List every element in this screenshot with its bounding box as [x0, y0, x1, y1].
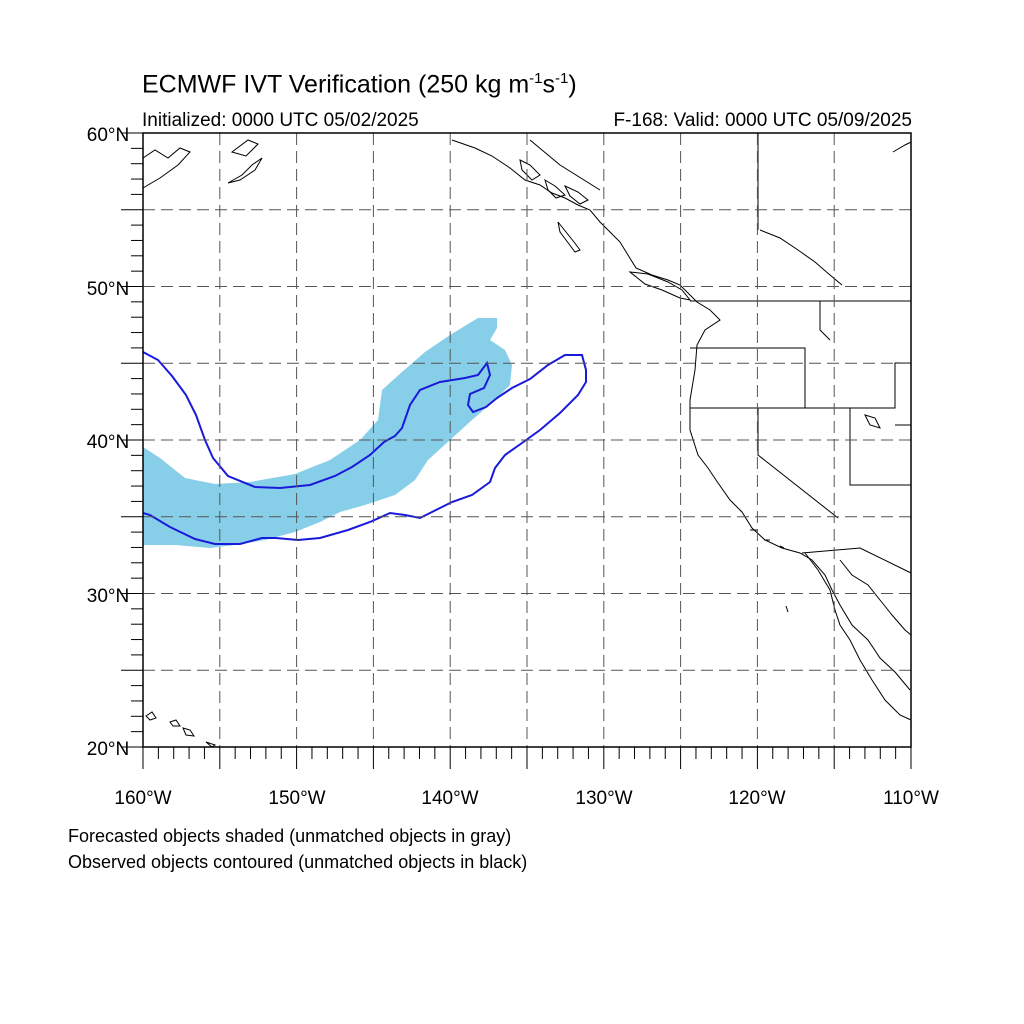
- latitude-labels: 60°N 50°N 40°N 30°N 20°N: [87, 125, 129, 760]
- lat-label-60: 60°N: [87, 125, 129, 146]
- lat-label-50: 50°N: [87, 279, 129, 300]
- initialized-label: Initialized: 0000 UTC 05/02/2025: [142, 110, 419, 131]
- forecast-object-shading: [143, 318, 512, 548]
- axis-ticks: [121, 132, 912, 769]
- title-text: ECMWF IVT Verification (250 kg m: [142, 70, 530, 99]
- observed-contour-upper: [143, 351, 587, 545]
- lon-label-140w: 140°W: [421, 788, 478, 809]
- title-sup-2: -1: [555, 70, 569, 87]
- lat-lon-grid: [143, 133, 911, 747]
- title-sup-1: -1: [529, 70, 543, 87]
- lat-label-40: 40°N: [87, 432, 129, 453]
- lon-label-120w: 120°W: [728, 788, 785, 809]
- lon-label-110w: 110°W: [883, 788, 939, 809]
- longitude-labels: 160°W 150°W 140°W 130°W 120°W 110°W: [114, 788, 939, 809]
- forecast-note: Forecasted objects shaded (unmatched obj…: [68, 826, 512, 846]
- lat-label-30: 30°N: [87, 586, 129, 607]
- lon-label-130w: 130°W: [575, 788, 632, 809]
- title-end: ): [568, 70, 577, 99]
- title-mid: s: [542, 70, 556, 99]
- coastlines: [142, 133, 912, 748]
- lon-label-160w: 160°W: [114, 788, 171, 809]
- observed-note: Observed objects contoured (unmatched ob…: [68, 852, 528, 872]
- valid-label: F-168: Valid: 0000 UTC 05/09/2025: [613, 110, 912, 131]
- map-title: ECMWF IVT Verification (250 kg m-1s-1): [142, 70, 577, 99]
- lon-label-150w: 150°W: [268, 788, 325, 809]
- lat-label-20: 20°N: [87, 739, 129, 760]
